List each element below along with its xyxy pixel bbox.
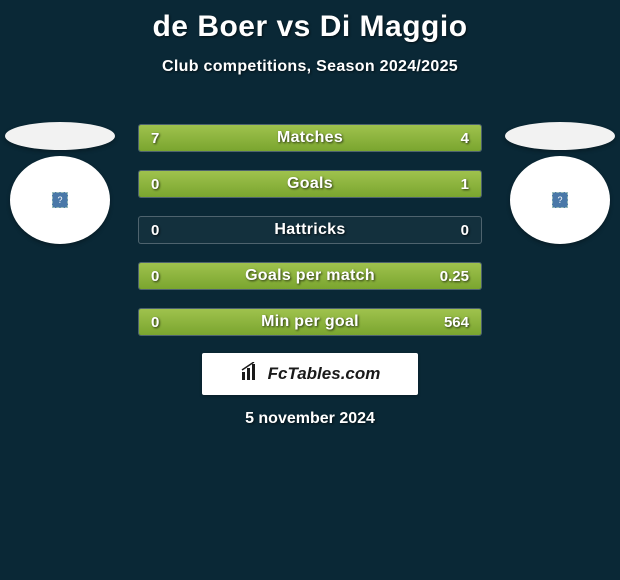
player-right-avatar: ? — [505, 122, 615, 244]
stat-row: 0564Min per goal — [138, 308, 482, 336]
club-badge-right: ? — [510, 156, 610, 244]
page-title: de Boer vs Di Maggio — [0, 0, 620, 44]
chart-icon — [240, 362, 262, 387]
stat-row: 74Matches — [138, 124, 482, 152]
stat-label: Goals — [139, 171, 481, 197]
stat-label: Matches — [139, 125, 481, 151]
page-subtitle: Club competitions, Season 2024/2025 — [0, 58, 620, 76]
stat-label: Goals per match — [139, 263, 481, 289]
comparison-bars: 74Matches 01Goals 00Hattricks 00.25Goals pe… — [138, 124, 482, 354]
fctables-logo: FcTables.com — [202, 353, 418, 395]
stat-row: 00.25Goals per match — [138, 262, 482, 290]
face-icon — [505, 122, 615, 150]
date-label: 5 november 2024 — [0, 410, 620, 428]
stat-row: 00Hattricks — [138, 216, 482, 244]
player-left-avatar: ? — [5, 122, 115, 244]
stat-row: 01Goals — [138, 170, 482, 198]
stat-label: Min per goal — [139, 309, 481, 335]
face-icon — [5, 122, 115, 150]
logo-text: FcTables.com — [268, 364, 381, 384]
badge-placeholder-icon: ? — [52, 192, 67, 208]
club-badge-left: ? — [10, 156, 110, 244]
stat-label: Hattricks — [139, 217, 481, 243]
badge-placeholder-icon: ? — [552, 192, 567, 208]
